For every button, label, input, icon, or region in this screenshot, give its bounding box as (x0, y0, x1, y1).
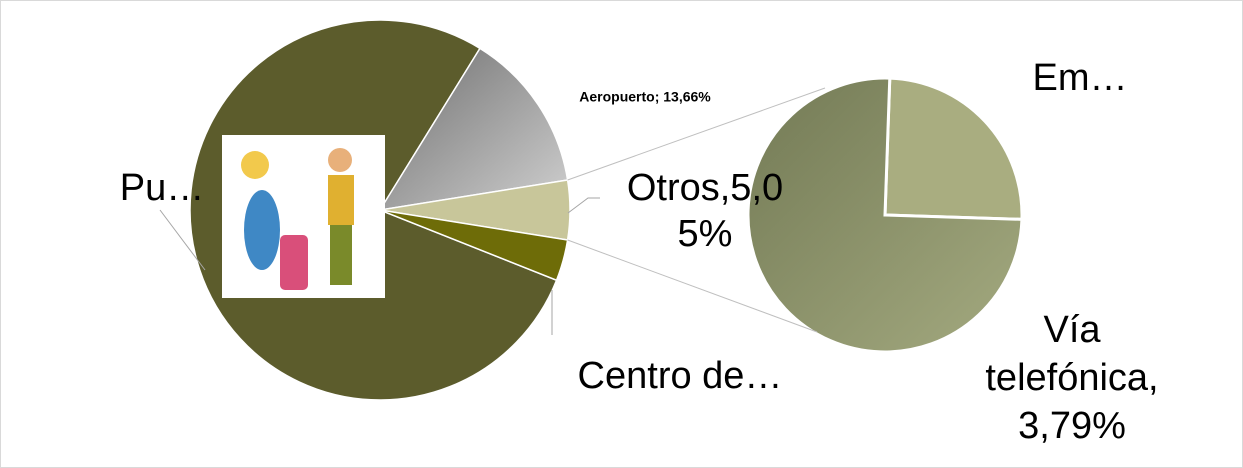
data-label: Vía (1043, 309, 1101, 351)
data-label: Centro de… (578, 355, 783, 397)
data-label: 5% (678, 213, 733, 255)
pie-slice (746, 76, 1024, 354)
data-label: Em… (1033, 57, 1128, 99)
leader-line (159, 209, 206, 271)
leader-line (567, 197, 600, 214)
data-label: Aeropuerto; 13,66% (579, 89, 711, 105)
connector-line (567, 239, 818, 333)
pie-slice (883, 76, 1024, 221)
picture (222, 135, 385, 298)
data-label: 3,79% (1018, 405, 1126, 447)
data-label: Otros,5,0 (627, 167, 783, 209)
data-label: telefónica, (985, 357, 1158, 399)
connector-line (567, 87, 826, 181)
data-label: Pu… (120, 167, 204, 209)
pie-slice (378, 47, 569, 211)
